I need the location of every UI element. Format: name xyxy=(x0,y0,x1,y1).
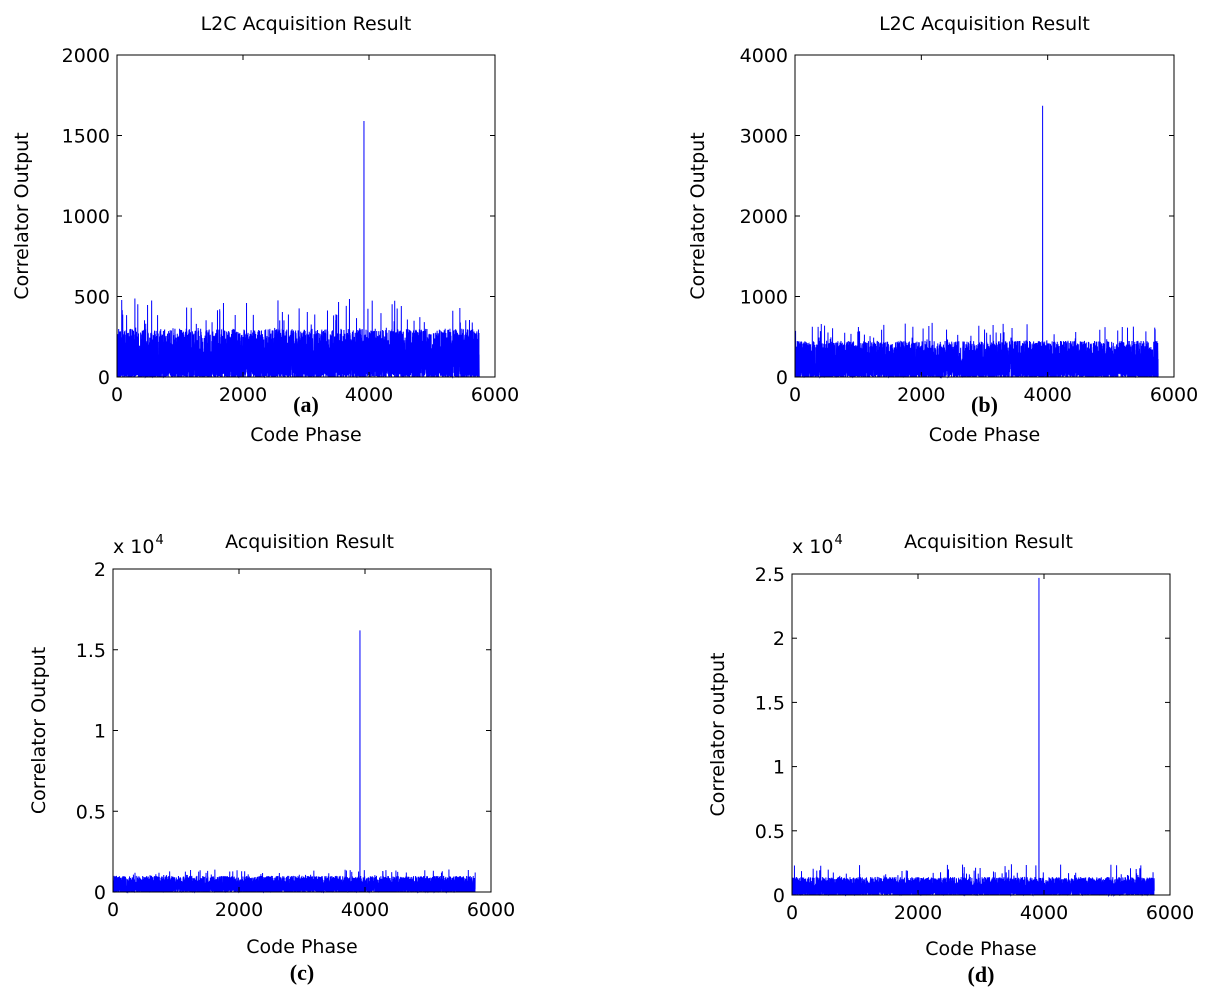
y-tick-label: 500 xyxy=(74,287,110,309)
y-tick-label: 1 xyxy=(773,757,785,779)
y-tick-label: 1 xyxy=(94,721,106,743)
panel-label: (d) xyxy=(968,962,995,987)
panel-label: (a) xyxy=(293,392,319,417)
x-tick-label: 2000 xyxy=(894,902,942,924)
x-tick-label: 6000 xyxy=(467,899,515,921)
y-tick-label: 1500 xyxy=(62,126,110,148)
chart-title: Acquisition Result xyxy=(904,531,1073,553)
panel-label: (b) xyxy=(971,392,998,417)
y-axis-label: Correlator Output xyxy=(28,647,50,814)
x-tick-label: 0 xyxy=(107,899,119,921)
axes-outline xyxy=(791,573,1171,896)
y-tick-label: 0 xyxy=(98,367,110,389)
y-tick-label: 3000 xyxy=(740,126,788,148)
y-tick-label: 1000 xyxy=(62,206,110,228)
y-axis-label: Correlator output xyxy=(707,653,729,817)
y-tick-label: 2 xyxy=(94,559,106,581)
chart-panel-c: 0 2000 4000 6000 0 0.5 1 1.5 2 x 104 Acquisition R… xyxy=(28,531,515,985)
x-tick-label: 2000 xyxy=(215,899,263,921)
series-line xyxy=(116,121,480,379)
x-tick-label: 0 xyxy=(789,384,801,406)
x-tick-label: 4000 xyxy=(1023,384,1071,406)
chart-title: Acquisition Result xyxy=(225,531,394,553)
series-line xyxy=(112,630,476,894)
chart-title: L2C Acquisition Result xyxy=(201,13,412,35)
x-tick-label: 6000 xyxy=(1150,384,1198,406)
y-tick-label: 0 xyxy=(776,367,788,389)
y-tick-label: 0.5 xyxy=(755,821,785,843)
axes-frame xyxy=(791,573,1171,896)
panel-label: (c) xyxy=(290,960,314,985)
chart-panel-d: 0 2000 4000 6000 0 0.5 1 1.5 2 2.5 x 104 Acquisitio… xyxy=(707,531,1194,987)
x-tick-label: 0 xyxy=(786,902,798,924)
y-tick-label: 1.5 xyxy=(76,640,106,662)
chart-panel-a: 0 2000 4000 6000 0 500 1000 1500 2000 L2C Acquisi… xyxy=(11,13,519,446)
axes-frame xyxy=(112,568,492,893)
y-axis-label: Correlator Output xyxy=(687,132,709,299)
y-tick-label: 2000 xyxy=(740,206,788,228)
axes-frame xyxy=(116,54,496,378)
x-tick-label: 6000 xyxy=(1146,902,1194,924)
series-line xyxy=(791,577,1155,897)
y-tick-label: 1.5 xyxy=(755,692,785,714)
x-tick-label: 4000 xyxy=(345,384,393,406)
y-tick-label: 0 xyxy=(773,885,785,907)
y-tick-label: 2.5 xyxy=(755,564,785,586)
x-tick-label: 2000 xyxy=(897,384,945,406)
y-axis-label: Correlator Output xyxy=(11,132,33,299)
x-tick-label: 2000 xyxy=(219,384,267,406)
x-tick-label: 0 xyxy=(111,384,123,406)
x-axis-label: Code Phase xyxy=(250,424,361,446)
y-tick-label: 1000 xyxy=(740,287,788,309)
chart-panel-b: 0 2000 4000 6000 0 1000 2000 3000 4000 L2C Acquis… xyxy=(687,13,1198,446)
y-tick-label: 4000 xyxy=(740,45,788,67)
x-tick-label: 4000 xyxy=(1020,902,1068,924)
x-axis-label: Code Phase xyxy=(929,424,1040,446)
y-exponent-label: x 104 xyxy=(792,533,843,558)
y-tick-label: 2000 xyxy=(62,45,110,67)
x-axis-label: Code Phase xyxy=(246,936,357,958)
series-line xyxy=(794,105,1159,379)
x-axis-label: Code Phase xyxy=(925,938,1036,960)
y-tick-label: 0.5 xyxy=(76,801,106,823)
y-tick-label: 2 xyxy=(773,628,785,650)
x-tick-label: 6000 xyxy=(471,384,519,406)
chart-title: L2C Acquisition Result xyxy=(879,13,1090,35)
y-tick-label: 0 xyxy=(94,882,106,904)
y-exponent-label: x 104 xyxy=(113,533,164,558)
x-tick-label: 4000 xyxy=(341,899,389,921)
axes-frame xyxy=(794,54,1175,378)
